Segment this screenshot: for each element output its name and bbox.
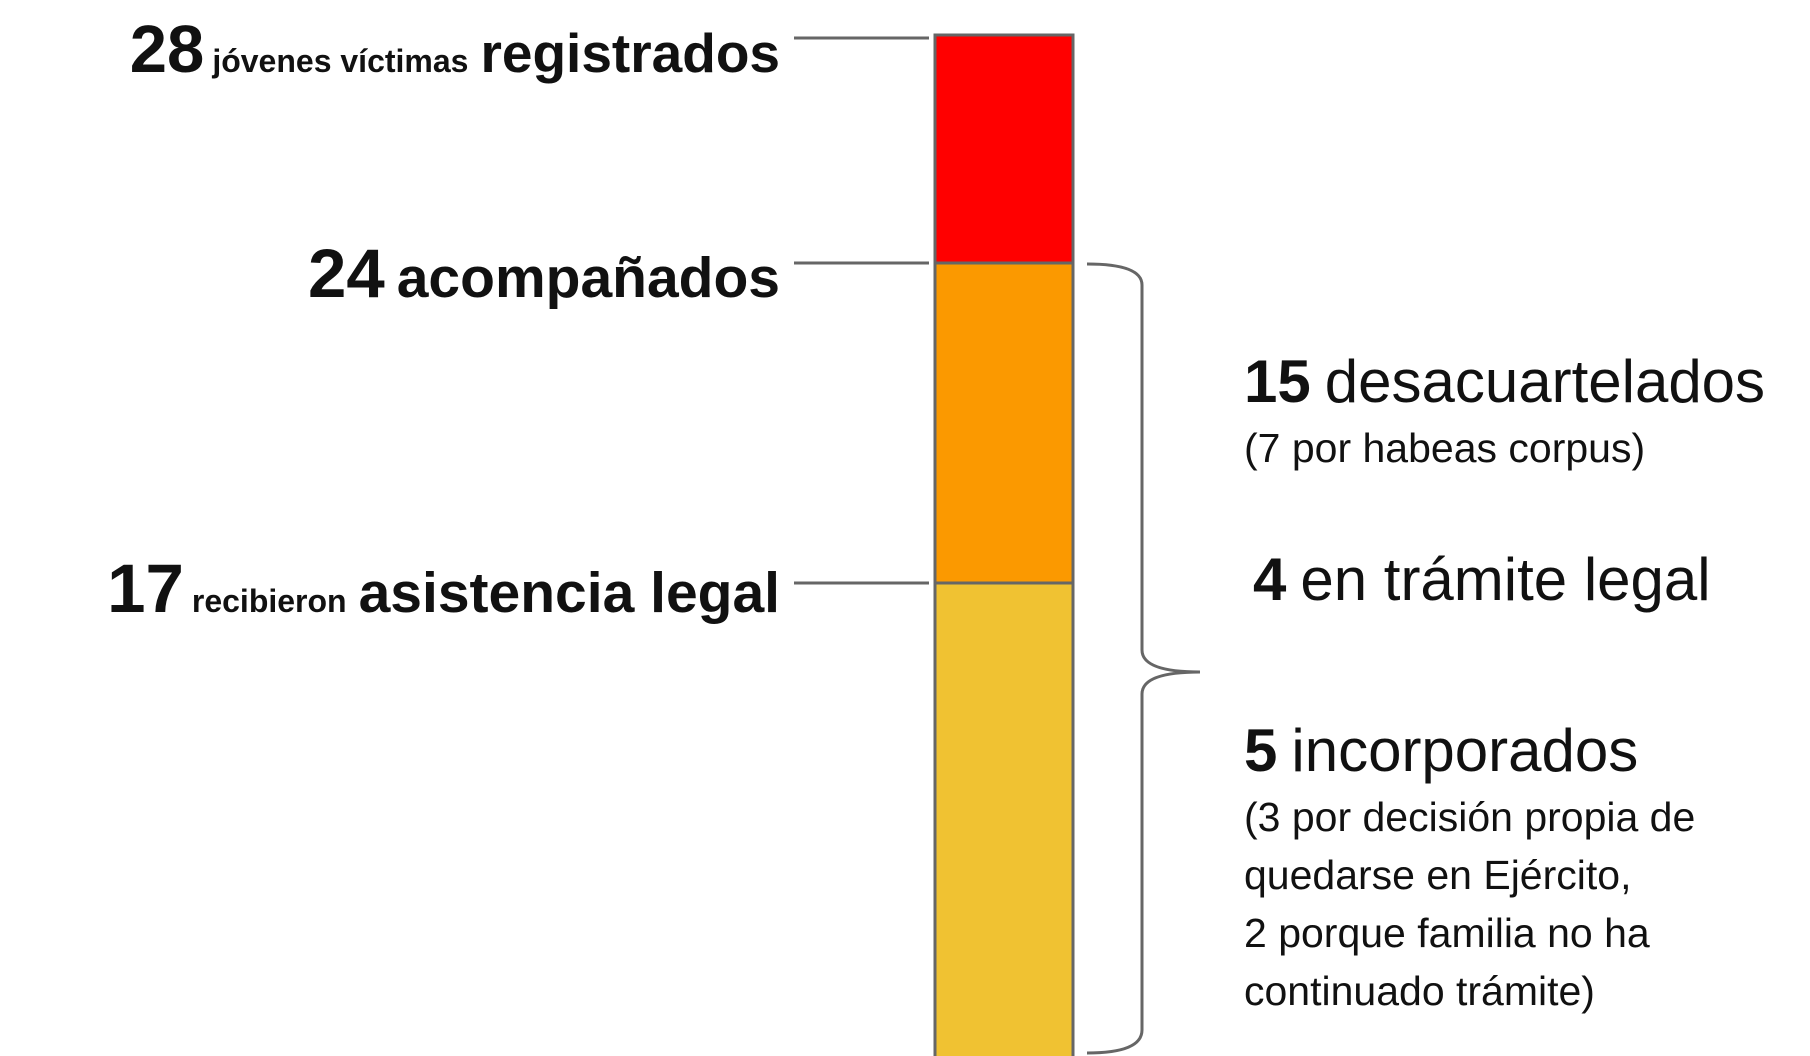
outcome-note: (7 por habeas corpus)	[1244, 425, 1645, 471]
outcome-text: en trámite legal	[1300, 546, 1710, 613]
outcome-label: 4 en trámite legal	[1253, 546, 1711, 613]
outcome-note: continuado trámite)	[1244, 968, 1595, 1014]
outcome-number: 5	[1244, 717, 1277, 784]
level-label: 24 acompañados	[308, 235, 780, 312]
outcome-text: incorporados	[1291, 717, 1638, 784]
bar-asistencia	[935, 583, 1073, 1056]
level-number: 24	[308, 235, 385, 312]
level-text: registrados	[480, 22, 780, 84]
outcome-number: 15	[1244, 348, 1311, 415]
outcome-number: 4	[1253, 546, 1287, 613]
bar-registrados	[935, 35, 1073, 263]
level-text: asistencia legal	[359, 561, 780, 625]
bar-acompanados	[935, 263, 1073, 583]
bar-outline	[794, 33, 1201, 1056]
outcome-label: 15 desacuartelados	[1244, 348, 1765, 415]
brace	[1086, 262, 1201, 1055]
bar-border	[933, 33, 1075, 1056]
outcome-text: desacuartelados	[1325, 348, 1765, 415]
outcomes: 15 desacuartelados (7 por habeas corpus) 4 e…	[1244, 348, 1765, 1014]
outcome-label: 5 incorporados	[1244, 717, 1638, 784]
outcome-note: quedarse en Ejército,	[1244, 852, 1631, 898]
level-number: 17	[107, 550, 184, 627]
levels: 28 jóvenes víctimas registrados 24 acompañad…	[107, 12, 780, 627]
outcome-note: (3 por decisión propia de	[1244, 794, 1695, 840]
level-label: 17 recibieron asistencia legal	[107, 550, 780, 627]
level-label: 28 jóvenes víctimas registrados	[130, 12, 780, 87]
level-number: 28	[130, 12, 205, 87]
level-text: acompañados	[397, 246, 780, 310]
level-small: recibieron	[192, 583, 347, 619]
outcome-note: 2 porque familia no ha	[1244, 910, 1650, 956]
level-small: jóvenes víctimas	[211, 43, 468, 79]
